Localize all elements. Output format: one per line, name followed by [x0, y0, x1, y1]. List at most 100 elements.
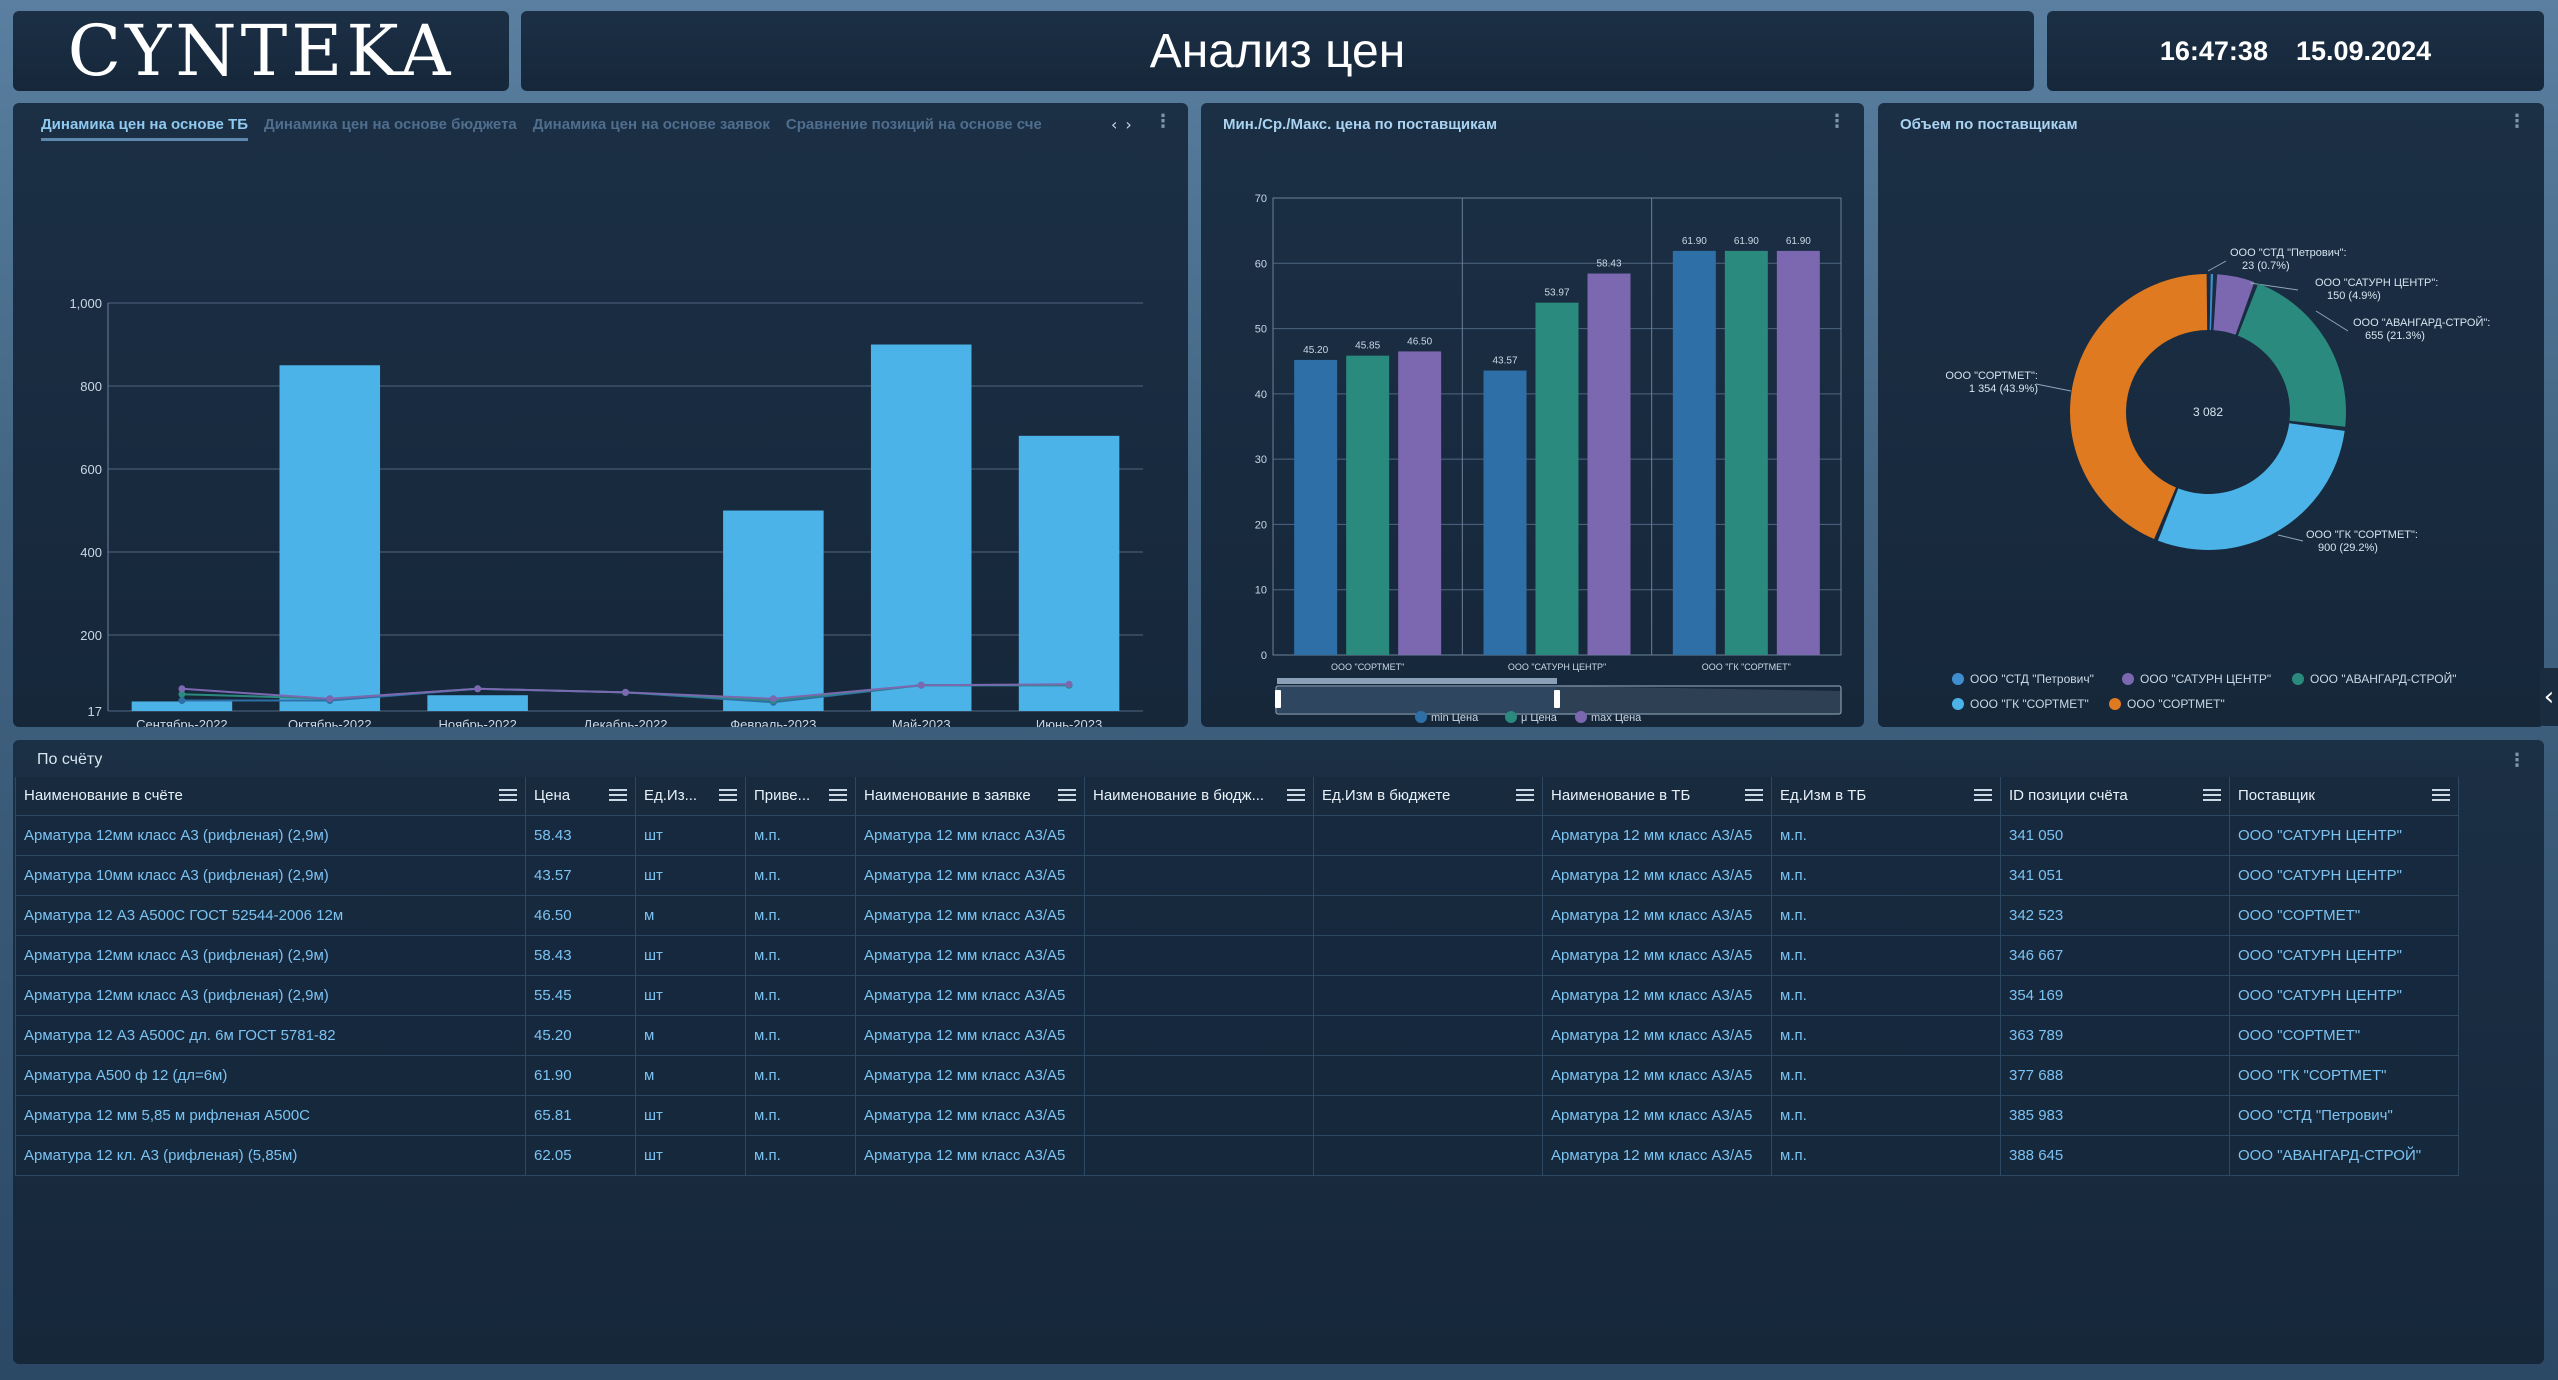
hamburger-menu-icon[interactable] — [2432, 789, 2450, 802]
table-cell[interactable]: 346 667 — [2000, 934, 2230, 976]
table-cell[interactable]: Арматура 12 А3 А500С дл. 6м ГОСТ 5781-82 — [15, 1014, 526, 1056]
table-cell[interactable]: Арматура А500 ф 12 (дл=6м) — [15, 1054, 526, 1096]
table-cell[interactable]: Арматура 12 мм класс А3/А5 — [1542, 934, 1772, 976]
legend-label[interactable]: μ Цена — [1521, 712, 1558, 724]
table-cell[interactable]: Арматура 12 мм 5,85 м рифленая А500С — [15, 1094, 526, 1136]
price-bar[interactable] — [1398, 351, 1442, 655]
hamburger-menu-icon[interactable] — [1058, 789, 1076, 802]
table-cell[interactable] — [1313, 934, 1543, 976]
donut-slice[interactable] — [2213, 274, 2255, 335]
table-cell[interactable]: 341 051 — [2000, 854, 2230, 896]
donut-slice[interactable] — [2157, 423, 2345, 550]
table-cell[interactable]: 377 688 — [2000, 1054, 2230, 1096]
table-cell[interactable]: ООО "СОРТМЕТ" — [2229, 894, 2459, 936]
table-cell[interactable]: ООО "СОРТМЕТ" — [2229, 1014, 2459, 1056]
table-cell[interactable]: м.п. — [745, 814, 856, 856]
price-bar[interactable] — [1672, 250, 1716, 656]
zoom-slider-selection[interactable] — [1277, 687, 1557, 713]
price-bar[interactable] — [1724, 250, 1768, 656]
table-cell[interactable]: м.п. — [1771, 894, 2001, 936]
table-cell[interactable] — [1084, 1094, 1314, 1136]
table-cell[interactable]: 363 789 — [2000, 1014, 2230, 1056]
table-cell[interactable]: шт — [635, 934, 746, 976]
column-header[interactable]: Поставщик — [2229, 777, 2459, 816]
table-cell[interactable]: м.п. — [745, 894, 856, 936]
table-cell[interactable]: м.п. — [1771, 1094, 2001, 1136]
table-cell[interactable]: Арматура 12 мм класс А3/А5 — [855, 1134, 1085, 1176]
table-row[interactable]: Арматура 12мм класс А3 (рифленая) (2,9м)… — [15, 934, 2459, 976]
column-header[interactable]: Наименование в ТБ — [1542, 777, 1772, 816]
hamburger-menu-icon[interactable] — [2203, 789, 2221, 802]
price-point[interactable] — [1065, 680, 1073, 688]
table-row[interactable]: Арматура 12 А3 А500С ГОСТ 52544-2006 12м… — [15, 894, 2459, 936]
table-cell[interactable]: м.п. — [745, 934, 856, 976]
table-cell[interactable]: Арматура 12мм класс А3 (рифленая) (2,9м) — [15, 974, 526, 1016]
zoom-bar[interactable] — [1277, 678, 1557, 684]
table-cell[interactable]: м.п. — [1771, 1134, 2001, 1176]
table-cell[interactable]: шт — [635, 974, 746, 1016]
kebab-menu-icon[interactable]: ⋮ — [1154, 111, 1172, 132]
tab-dynamics-tb[interactable]: Динамика цен на основе ТБ — [41, 116, 249, 141]
table-cell[interactable]: 385 983 — [2000, 1094, 2230, 1136]
table-cell[interactable]: м — [635, 1014, 746, 1056]
table-cell[interactable] — [1313, 1094, 1543, 1136]
column-header[interactable]: Ед.Изм в ТБ — [1771, 777, 2001, 816]
table-cell[interactable]: 58.43 — [525, 814, 636, 856]
price-point[interactable] — [769, 695, 777, 703]
table-cell[interactable]: 43.57 — [525, 854, 636, 896]
table-cell[interactable]: Арматура 10мм класс А3 (рифленая) (2,9м) — [15, 854, 526, 896]
table-row[interactable]: Арматура 12мм класс А3 (рифленая) (2,9м)… — [15, 974, 2459, 1016]
table-cell[interactable]: м.п. — [1771, 814, 2001, 856]
table-cell[interactable] — [1313, 894, 1543, 936]
hamburger-menu-icon[interactable] — [719, 789, 737, 802]
table-row[interactable]: Арматура 12 кл. А3 (рифленая) (5,85м) 62.… — [15, 1134, 2459, 1176]
table-cell[interactable]: м — [635, 894, 746, 936]
kebab-menu-icon[interactable]: ⋮ — [2508, 111, 2526, 132]
price-bar[interactable] — [1483, 370, 1527, 655]
bar-quantity[interactable] — [131, 701, 233, 711]
table-cell[interactable]: Арматура 12 мм класс А3/А5 — [855, 974, 1085, 1016]
legend-label[interactable]: ООО "ГК "СОРТМЕТ" — [1970, 697, 2089, 711]
table-cell[interactable]: шт — [635, 1094, 746, 1136]
table-cell[interactable]: Арматура 12 мм класс А3/А5 — [1542, 854, 1772, 896]
table-cell[interactable] — [1313, 974, 1543, 1016]
table-cell[interactable]: Арматура 12мм класс А3 (рифленая) (2,9м) — [15, 814, 526, 856]
price-bar[interactable] — [1535, 302, 1579, 655]
kebab-menu-icon[interactable]: ⋮ — [1828, 111, 1846, 132]
table-cell[interactable]: Арматура 12 мм класс А3/А5 — [855, 1094, 1085, 1136]
column-header[interactable]: Ед.Изм в бюджете — [1313, 777, 1543, 816]
price-point[interactable] — [474, 685, 482, 693]
donut-slice[interactable] — [2237, 283, 2346, 427]
hamburger-menu-icon[interactable] — [1974, 789, 1992, 802]
table-cell[interactable]: м.п. — [745, 1134, 856, 1176]
table-cell[interactable] — [1084, 1054, 1314, 1096]
table-cell[interactable] — [1084, 854, 1314, 896]
table-cell[interactable]: Арматура 12 мм класс А3/А5 — [1542, 1054, 1772, 1096]
bar-quantity[interactable] — [870, 344, 972, 711]
bar-quantity[interactable] — [279, 365, 381, 711]
hamburger-menu-icon[interactable] — [829, 789, 847, 802]
table-cell[interactable]: Арматура 12 кл. А3 (рифленая) (5,85м) — [15, 1134, 526, 1176]
table-row[interactable]: Арматура 12мм класс А3 (рифленая) (2,9м)… — [15, 814, 2459, 856]
column-header[interactable]: ID позиции счёта — [2000, 777, 2230, 816]
table-cell[interactable]: 354 169 — [2000, 974, 2230, 1016]
legend-label[interactable]: min Цена — [1431, 712, 1479, 724]
table-cell[interactable]: м.п. — [1771, 854, 2001, 896]
chevron-right-icon[interactable]: › — [1125, 115, 1140, 134]
table-cell[interactable]: Арматура 12 мм класс А3/А5 — [1542, 1014, 1772, 1056]
table-cell[interactable]: 65.81 — [525, 1094, 636, 1136]
table-cell[interactable]: Арматура 12 мм класс А3/А5 — [1542, 894, 1772, 936]
kebab-menu-icon[interactable]: ⋮ — [2508, 750, 2526, 771]
table-cell[interactable] — [1084, 974, 1314, 1016]
table-cell[interactable]: м.п. — [1771, 1054, 2001, 1096]
table-cell[interactable] — [1313, 1014, 1543, 1056]
table-cell[interactable] — [1084, 894, 1314, 936]
table-cell[interactable] — [1313, 1054, 1543, 1096]
hamburger-menu-icon[interactable] — [609, 789, 627, 802]
table-cell[interactable]: Арматура 12 А3 А500С ГОСТ 52544-2006 12м — [15, 894, 526, 936]
table-cell[interactable]: ООО "САТУРН ЦЕНТР" — [2229, 814, 2459, 856]
table-cell[interactable]: Арматура 12 мм класс А3/А5 — [855, 854, 1085, 896]
table-row[interactable]: Арматура 10мм класс А3 (рифленая) (2,9м)… — [15, 854, 2459, 896]
hamburger-menu-icon[interactable] — [1745, 789, 1763, 802]
legend-label[interactable]: ООО "САТУРН ЦЕНТР" — [2140, 672, 2271, 686]
